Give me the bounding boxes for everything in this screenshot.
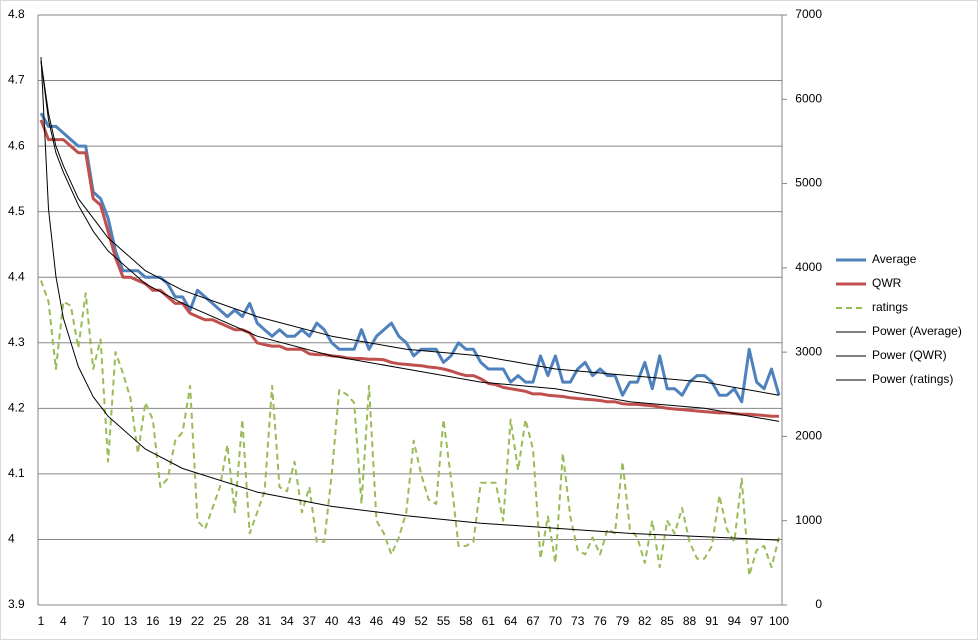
- x-tick-label: 28: [236, 614, 250, 628]
- x-tick-label: 22: [191, 614, 205, 628]
- trend-line: [40, 60, 780, 422]
- x-tick-label: 7: [82, 614, 89, 628]
- x-tick-label: 88: [683, 614, 697, 628]
- x-tick-label: 31: [258, 614, 272, 628]
- y-tick-label: 4.6: [8, 138, 25, 152]
- x-tick-label: 46: [370, 614, 384, 628]
- x-tick-label: 4: [60, 614, 67, 628]
- x-tick-label: 49: [392, 614, 406, 628]
- x-tick-label: 37: [303, 614, 317, 628]
- x-tick-label: 52: [415, 614, 429, 628]
- legend-label: Power (QWR): [872, 348, 947, 362]
- y-tick-label: 4.8: [8, 7, 25, 21]
- y2-tick-label: 4000: [795, 260, 822, 274]
- x-tick-label: 55: [437, 614, 451, 628]
- y2-tick-label: 0: [815, 597, 822, 611]
- y2-tick-label: 1000: [795, 513, 822, 527]
- x-tick-label: 19: [169, 614, 183, 628]
- x-tick-label: 40: [325, 614, 339, 628]
- x-tick-label: 13: [124, 614, 138, 628]
- legend-label: Power (Average): [872, 324, 962, 338]
- trend-line: [40, 60, 780, 396]
- y-tick-label: 4.5: [8, 204, 25, 218]
- trend-line: [40, 57, 780, 541]
- x-tick-label: 91: [705, 614, 719, 628]
- x-tick-label: 64: [504, 614, 518, 628]
- y-tick-label: 4: [8, 532, 15, 546]
- x-tick-label: 16: [146, 614, 160, 628]
- legend-label: ratings: [872, 300, 908, 314]
- x-tick-label: 73: [571, 614, 585, 628]
- y-tick-label: 3.9: [8, 597, 25, 611]
- y-tick-label: 4.4: [8, 269, 25, 283]
- y2-tick-label: 2000: [795, 429, 822, 443]
- x-tick-label: 58: [459, 614, 473, 628]
- x-tick-label: 43: [347, 614, 361, 628]
- y2-tick-label: 3000: [795, 344, 822, 358]
- x-tick-label: 100: [769, 614, 789, 628]
- y2-tick-label: 6000: [795, 91, 822, 105]
- legend-label: QWR: [872, 276, 902, 290]
- x-tick-label: 67: [526, 614, 540, 628]
- y2-tick-label: 7000: [795, 7, 822, 21]
- x-tick-label: 10: [101, 614, 115, 628]
- y-tick-label: 4.1: [8, 466, 25, 480]
- y-tick-label: 4.7: [8, 73, 25, 87]
- x-tick-label: 25: [213, 614, 227, 628]
- y2-tick-label: 5000: [795, 176, 822, 190]
- x-tick-label: 61: [482, 614, 496, 628]
- series-line: [40, 280, 780, 577]
- x-tick-label: 34: [280, 614, 294, 628]
- x-tick-label: 94: [728, 614, 742, 628]
- y-tick-label: 4.2: [8, 401, 25, 415]
- x-tick-label: 79: [616, 614, 630, 628]
- legend-label: Power (ratings): [872, 372, 953, 386]
- x-tick-label: 82: [638, 614, 652, 628]
- x-tick-label: 70: [549, 614, 563, 628]
- x-tick-label: 97: [750, 614, 764, 628]
- x-tick-label: 76: [593, 614, 607, 628]
- y-tick-label: 4.3: [8, 335, 25, 349]
- x-tick-label: 1: [38, 614, 45, 628]
- x-tick-label: 85: [661, 614, 675, 628]
- legend-label: Average: [872, 252, 917, 266]
